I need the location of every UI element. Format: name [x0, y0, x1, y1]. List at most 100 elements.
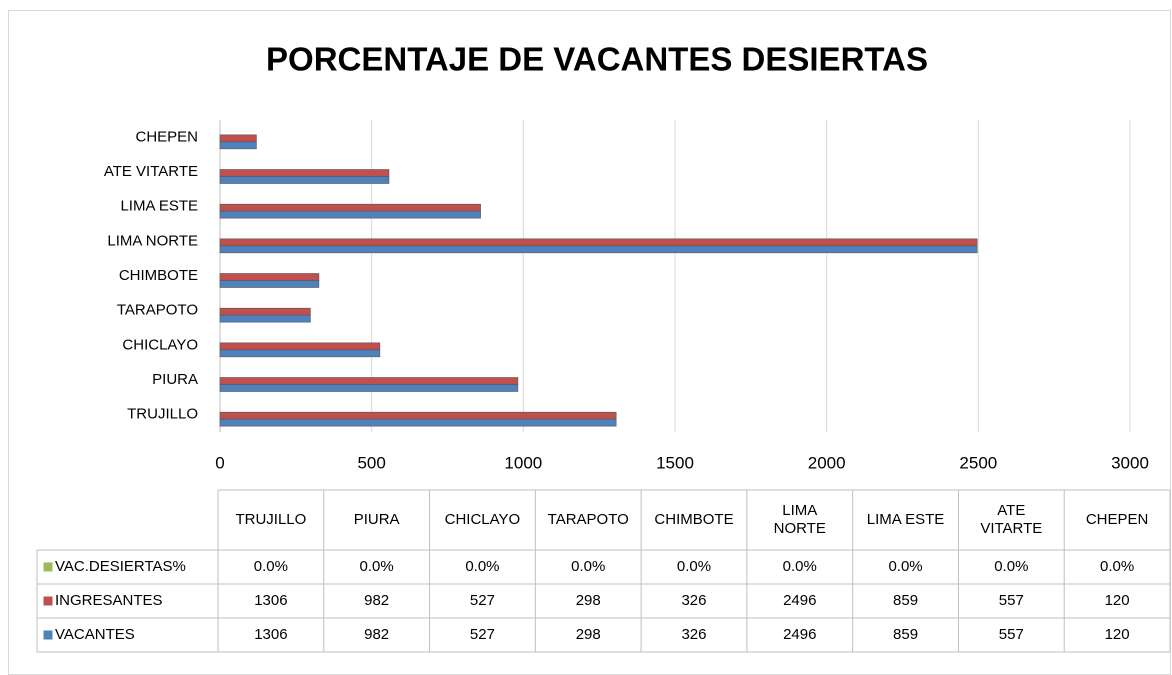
table-cell-box: 298 [535, 584, 641, 618]
bar [219, 349, 381, 358]
table-cell: 0.0% [958, 550, 1064, 584]
table-cell-text: 2496 [783, 626, 817, 643]
y-tick-label: ATE VITARTE [104, 163, 198, 180]
table-header: LIMA ESTE [853, 490, 959, 550]
table-cell: 2496 [747, 618, 853, 652]
table-header: CHEPEN [1064, 490, 1170, 550]
table-cell: 1306 [218, 584, 324, 618]
table-cell: 527 [430, 584, 536, 618]
table-cell-text: 557 [998, 592, 1024, 609]
table-header-text: TARAPOTO [547, 511, 629, 528]
table-header-text: TRUJILLO [235, 511, 307, 528]
table-header-text: CHICLAYO [444, 511, 521, 528]
table-header: TRUJILLO [218, 490, 324, 550]
table-cell-text: 120 [1104, 592, 1130, 609]
table-cell: 557 [958, 618, 1064, 652]
table-header-box: LIMA NORTE [747, 490, 853, 550]
table-cell-text: 0.0% [359, 558, 394, 575]
table-header-text: ATE VITARTE [980, 502, 1043, 537]
table-cell: 859 [853, 618, 959, 652]
table-cell-text: 298 [575, 626, 601, 643]
table-cell-text: 0.0% [253, 558, 288, 575]
table-cell: 298 [535, 618, 641, 652]
table-header: ATE VITARTE [958, 490, 1064, 550]
table-header-text: CHEPEN [1085, 511, 1149, 528]
table-cell-text: 859 [893, 592, 919, 609]
table-cell: 859 [853, 584, 959, 618]
table-header-box: CHICLAYO [444, 511, 521, 528]
table-cell-box: 326 [641, 584, 747, 618]
y-tick-label: CHEPEN [135, 128, 198, 145]
table-cell-text: 0.0% [465, 558, 500, 575]
chart-title: PORCENTAJE DE VACANTES DESIERTAS [266, 41, 928, 78]
bar [219, 411, 617, 420]
legend-key [42, 629, 54, 641]
table-cell-box: 557 [958, 584, 1064, 618]
table-header: LIMA NORTE [747, 490, 853, 550]
table-cell: 0.0% [535, 550, 641, 584]
bar [219, 134, 257, 143]
table-cell: 326 [641, 584, 747, 618]
table-header-box: PIURA [354, 511, 400, 528]
table-cell-text: 859 [893, 626, 919, 643]
table-cell: 982 [324, 584, 430, 618]
table-header-box: TARAPOTO [535, 490, 641, 550]
table-cell-box: 120 [1064, 618, 1170, 652]
table-cell-text: 527 [469, 592, 495, 609]
table-cell: 982 [324, 618, 430, 652]
y-tick-label: LIMA ESTE [120, 198, 198, 215]
table-header-box: ATE VITARTE [958, 490, 1064, 550]
table-cell: 298 [535, 584, 641, 618]
table-cell-box: 859 [853, 584, 959, 618]
table-cell-box: 527 [430, 584, 536, 618]
table-cell-text: 2496 [783, 592, 817, 609]
table-cell-text: 0.0% [994, 558, 1029, 575]
x-tick-label: 2500 [959, 453, 997, 472]
table-cell-box: 1306 [254, 626, 287, 643]
table-cell-text: 0.0% [782, 558, 817, 575]
table-cell: 120 [1064, 618, 1170, 652]
legend-label: INGRESANTES [55, 592, 163, 609]
table-cell-text: 0.0% [676, 558, 712, 575]
x-tick-label: 0 [215, 453, 224, 472]
bar [219, 238, 978, 247]
table-cell-text: 326 [681, 626, 707, 643]
table-cell-box: 982 [324, 618, 430, 652]
table-cell: 557 [958, 584, 1064, 618]
table-cell-text: 120 [1104, 626, 1130, 643]
table-cell-text: 0.0% [571, 558, 606, 575]
bar [219, 342, 381, 351]
bar [219, 418, 617, 427]
table-cell-text: 0.0% [1100, 558, 1135, 575]
table-cell-box: 326 [681, 626, 707, 643]
legend-key [42, 561, 54, 573]
y-tick-label: LIMA NORTE [107, 232, 198, 249]
table-cell: 0.0% [747, 550, 853, 584]
table-cell: 0.0% [324, 550, 430, 584]
table-header: TARAPOTO [535, 490, 641, 550]
table-cell-box: 557 [958, 618, 1064, 652]
table-cell-text: 298 [575, 592, 601, 609]
table-cell: 0.0% [853, 550, 959, 584]
table-cell: 0.0% [1064, 550, 1170, 584]
x-tick-label: 1500 [656, 453, 694, 472]
y-tick-label: TARAPOTO [117, 302, 198, 319]
table-cell: 0.0% [218, 550, 324, 584]
bar [219, 176, 390, 184]
bar [219, 169, 390, 177]
legend-key [42, 595, 54, 607]
bar [219, 377, 519, 385]
table-cell-text: 527 [469, 626, 495, 643]
table-cell-box: 0.0% [324, 550, 430, 584]
table-cell-box: 0.0% [747, 550, 853, 584]
table-header-box: CHEPEN [1064, 490, 1170, 550]
chart-border [8, 10, 1171, 675]
x-tick-label: 500 [357, 453, 385, 472]
bar [219, 273, 320, 281]
bar [219, 210, 481, 219]
table-cell-box: 0.0% [535, 550, 641, 584]
table-cell: 120 [1064, 584, 1170, 618]
table-cell: 0.0% [430, 550, 536, 584]
table-cell-text: 982 [364, 592, 390, 609]
